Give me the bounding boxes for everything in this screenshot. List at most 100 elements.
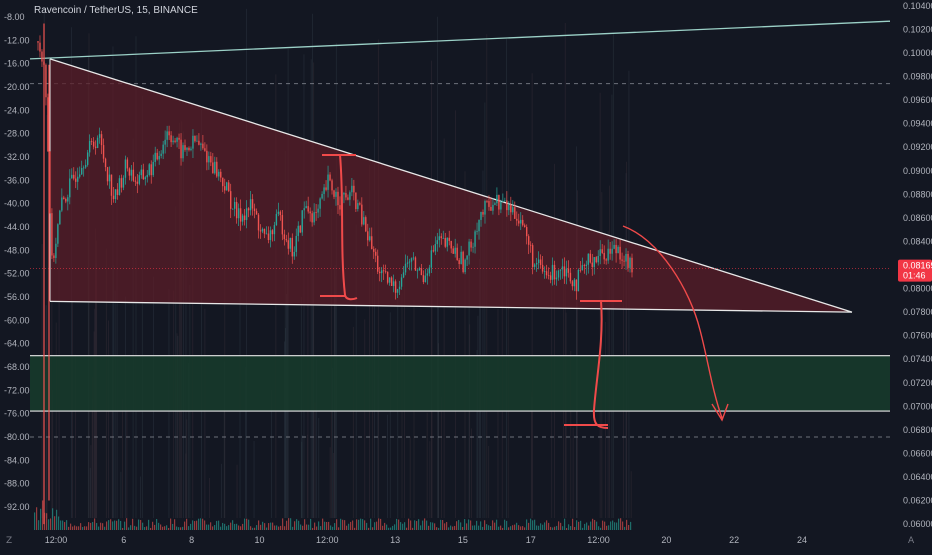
- volume-bar: [310, 518, 312, 530]
- volume-bar: [592, 518, 594, 530]
- volume-bar: [556, 525, 558, 530]
- volume-bar: [388, 527, 390, 530]
- volume-bar: [510, 526, 512, 530]
- volume-bar: [162, 526, 164, 530]
- volume-bar: [120, 520, 122, 530]
- volume-bar: [326, 521, 328, 530]
- annotations-layer: [320, 154, 729, 429]
- candle-body: [496, 194, 498, 204]
- candle-body: [613, 244, 615, 249]
- volume-bar: [416, 521, 418, 530]
- candle-body: [458, 260, 460, 265]
- candle-body: [122, 177, 125, 188]
- volume-bar: [66, 520, 68, 530]
- volume-bar: [240, 526, 242, 530]
- volume-bar: [546, 520, 548, 530]
- volume-bar: [322, 518, 324, 530]
- volume-bar: [242, 523, 244, 530]
- z-icon[interactable]: Z: [6, 536, 13, 546]
- candle-body: [184, 145, 186, 150]
- volume-bar: [596, 521, 598, 530]
- volume-bar: [88, 522, 90, 530]
- volume-bar: [60, 520, 62, 530]
- left-axis-tick-label: -84.00: [4, 455, 30, 465]
- left-axis-tick-label: -80.00: [4, 432, 30, 442]
- volume-bar: [146, 526, 148, 530]
- candle-body: [230, 191, 232, 209]
- candle-body: [436, 240, 439, 245]
- volume-bar: [210, 522, 212, 530]
- candle-body: [335, 191, 337, 197]
- candle-body: [476, 231, 478, 233]
- volume-bar: [442, 519, 444, 530]
- candle-body: [41, 51, 43, 62]
- candle-body: [164, 139, 166, 145]
- candle-body: [460, 251, 462, 265]
- candle-body: [363, 217, 365, 225]
- volume-bar: [330, 525, 332, 530]
- volume-bar: [96, 522, 98, 530]
- candle-body: [585, 264, 588, 267]
- candle-body: [339, 205, 341, 210]
- candle-body: [285, 239, 288, 241]
- volume-bar: [86, 526, 88, 530]
- volume-bar: [118, 519, 120, 530]
- volume-bar: [524, 527, 526, 530]
- volume-bar: [446, 522, 448, 530]
- triangle-support-line: [49, 300, 853, 313]
- volume-bar: [608, 525, 610, 530]
- volume-bar: [126, 518, 128, 530]
- volume-bar: [268, 523, 270, 530]
- volume-bar: [386, 524, 388, 530]
- candle-body: [424, 275, 427, 283]
- candle-body: [134, 180, 137, 182]
- volume-bar: [254, 527, 256, 530]
- volume-bar: [192, 520, 194, 530]
- volume-bar: [324, 521, 326, 530]
- volume-bar: [152, 521, 154, 530]
- candle-body: [512, 207, 514, 213]
- volume-bar: [552, 527, 554, 530]
- volume-bar: [158, 522, 160, 530]
- volume-bar: [462, 526, 464, 530]
- candle-body: [94, 146, 97, 148]
- volume-bar: [74, 525, 76, 530]
- candle-body: [595, 257, 597, 263]
- candle-body: [359, 203, 361, 205]
- volume-bar: [100, 522, 102, 530]
- candle-body: [367, 231, 369, 241]
- last-price-badge: 0.0816901:46: [898, 259, 932, 282]
- candle-body: [567, 268, 570, 273]
- volume-bar: [476, 520, 478, 530]
- volume-bar: [408, 518, 410, 530]
- candle-body: [514, 207, 516, 219]
- x-axis-tick-label: 12:00: [45, 535, 68, 545]
- candle-body: [466, 255, 468, 260]
- forecast-arrowhead: [711, 403, 729, 422]
- volume-bar: [176, 526, 178, 530]
- volume-bar: [540, 523, 542, 530]
- candle-body: [440, 236, 442, 239]
- volume-bar: [108, 520, 110, 530]
- candle-body: [468, 241, 470, 256]
- volume-bar: [452, 526, 454, 530]
- auto-scale-toggle[interactable]: A: [908, 536, 915, 546]
- target-zone: [30, 355, 890, 412]
- candle-body: [188, 147, 190, 151]
- volume-bar: [50, 518, 52, 530]
- candle-body: [456, 247, 458, 261]
- candle-body: [263, 228, 266, 234]
- candle-body: [57, 224, 59, 244]
- candle-body: [617, 246, 619, 254]
- candle-body: [384, 271, 387, 273]
- candle-body: [452, 248, 454, 254]
- volume-bar: [590, 521, 592, 530]
- volume-bar: [308, 524, 310, 530]
- x-axis[interactable]: 12:00 6 8 10 12:00 13 15 17 12:00 20 22 24: [0, 530, 932, 550]
- candle-body: [446, 237, 448, 247]
